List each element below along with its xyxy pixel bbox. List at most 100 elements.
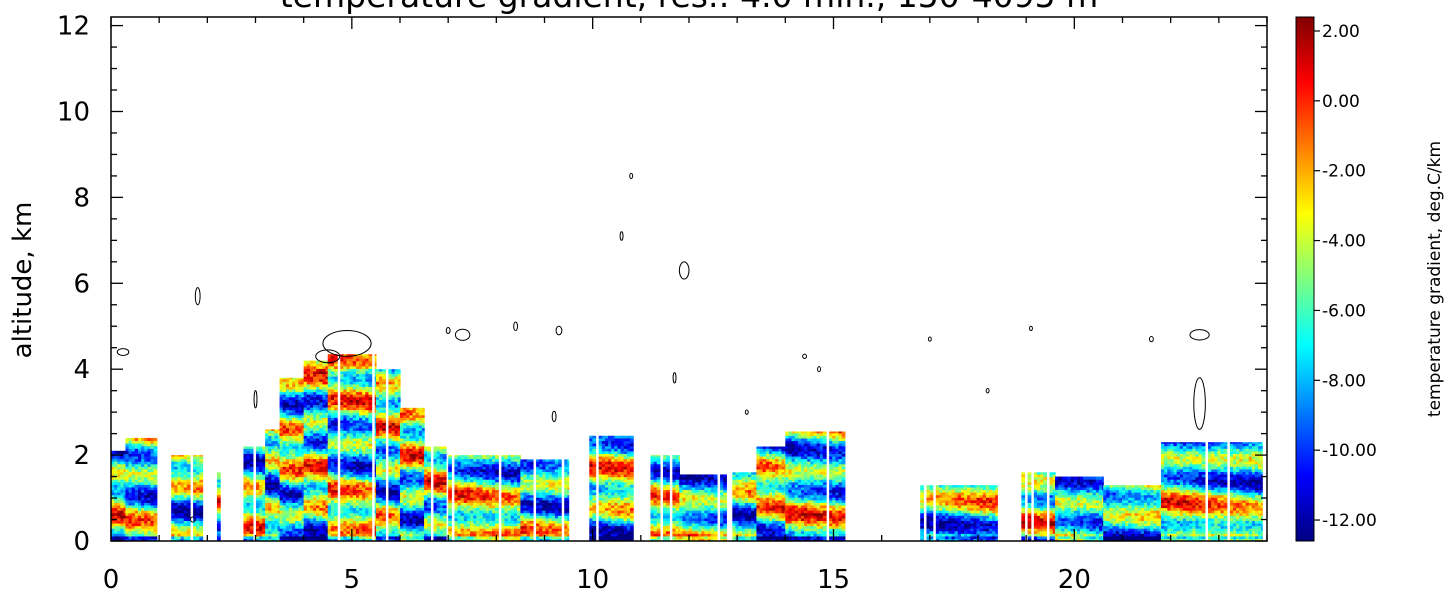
heatmap-cell: [330, 399, 335, 403]
heatmap-cell: [306, 381, 311, 385]
heatmap-cell: [177, 479, 182, 483]
heatmap-cell: [144, 466, 148, 470]
heatmap-cell: [141, 497, 145, 501]
heatmap-cell: [144, 492, 148, 496]
heatmap-cell: [199, 520, 204, 524]
heatmap-cell: [117, 468, 121, 473]
heatmap-cell: [298, 499, 303, 503]
heatmap-cell: [303, 494, 308, 498]
heatmap-cell: [374, 422, 377, 426]
heatmap-cell: [134, 515, 139, 519]
heatmap-cell: [388, 525, 393, 529]
heatmap-cell: [147, 504, 152, 509]
heatmap-cell: [325, 412, 329, 416]
heatmap-cell: [295, 504, 299, 509]
heatmap-cell: [334, 419, 338, 424]
heatmap-cell: [265, 522, 269, 527]
heatmap-cell: [298, 378, 303, 382]
heatmap-cell: [313, 476, 317, 480]
heatmap-cell: [298, 522, 303, 527]
heatmap-cell: [262, 520, 266, 524]
heatmap-cell: [150, 499, 155, 503]
heatmap-cell: [177, 455, 182, 457]
heatmap-cell: [391, 481, 396, 485]
heatmap-cell: [330, 355, 335, 359]
heatmap-cell: [368, 510, 373, 514]
heatmap-cell: [343, 502, 348, 506]
heatmap-cell: [262, 448, 266, 452]
heatmap-cell: [306, 486, 311, 491]
heatmap-cell: [319, 422, 324, 426]
heatmap-cell: [123, 504, 127, 509]
heatmap-cell: [309, 512, 314, 516]
heatmap-cell: [365, 481, 370, 485]
heatmap-cell: [243, 510, 248, 514]
heatmap-cell: [271, 466, 276, 470]
heatmap-cell: [174, 486, 179, 491]
heatmap-cell: [268, 453, 272, 457]
heatmap-cell: [243, 463, 248, 467]
heatmap-cell: [216, 530, 221, 534]
heatmap-cell: [180, 479, 185, 483]
heatmap-cell: [327, 525, 332, 529]
heatmap-cell: [343, 484, 348, 488]
heatmap-cell: [343, 497, 348, 501]
heatmap-cell: [362, 399, 366, 403]
heatmap-cell: [111, 499, 115, 503]
heatmap-cell: [334, 489, 338, 493]
heatmap-cell: [141, 502, 145, 506]
heatmap-cell: [334, 425, 338, 429]
heatmap-cell: [352, 435, 357, 439]
heatmap-cell: [374, 368, 377, 372]
heatmap-cell: [123, 502, 127, 506]
heatmap-cell: [346, 440, 351, 444]
heatmap-cell: [355, 378, 360, 382]
heatmap-cell: [388, 417, 393, 421]
heatmap-cell: [327, 373, 332, 377]
heatmap-cell: [355, 525, 360, 529]
heatmap-cell: [153, 517, 158, 521]
heatmap-cell: [394, 494, 399, 498]
heatmap-cell: [150, 474, 155, 478]
heatmap-cell: [292, 461, 296, 465]
heatmap-cell: [327, 520, 332, 524]
heatmap-cell: [255, 520, 260, 524]
heatmap-cell: [271, 435, 276, 439]
heatmap-cell: [298, 391, 303, 395]
heatmap-cell: [313, 499, 317, 503]
heatmap-cell: [128, 463, 133, 467]
heatmap-cell: [186, 486, 191, 491]
heatmap-cell: [174, 471, 179, 475]
heatmap-cell: [128, 474, 133, 478]
heatmap-cell: [365, 486, 370, 491]
heatmap-cell: [303, 538, 308, 541]
heatmap-cell: [111, 461, 115, 465]
heatmap-cell: [199, 471, 204, 475]
heatmap-cell: [216, 489, 221, 493]
heatmap-cell: [262, 479, 266, 483]
heatmap-cell: [262, 486, 266, 491]
heatmap-cell: [327, 484, 332, 488]
heatmap-cell: [368, 484, 373, 488]
heatmap-cell: [174, 466, 179, 470]
heatmap-cell: [246, 504, 251, 509]
heatmap-cell: [265, 448, 269, 452]
heatmap-cell: [285, 425, 290, 429]
heatmap-cell: [186, 497, 191, 501]
heatmap-cell: [177, 461, 182, 465]
heatmap-cell: [343, 510, 348, 514]
heatmap-cell: [375, 474, 380, 478]
heatmap-cell: [120, 450, 125, 454]
heatmap-cell: [306, 435, 311, 439]
heatmap-cell: [186, 533, 191, 537]
heatmap-cell: [137, 486, 142, 491]
heatmap-cell: [365, 365, 370, 369]
heatmap-cell: [325, 504, 329, 509]
heatmap-cell: [243, 474, 248, 478]
heatmap-cell: [340, 419, 344, 424]
heatmap-cell: [319, 538, 324, 541]
heatmap-cell: [316, 528, 320, 532]
heatmap-cell: [255, 471, 260, 475]
heatmap-cell: [359, 535, 363, 540]
heatmap-cell: [391, 399, 396, 403]
